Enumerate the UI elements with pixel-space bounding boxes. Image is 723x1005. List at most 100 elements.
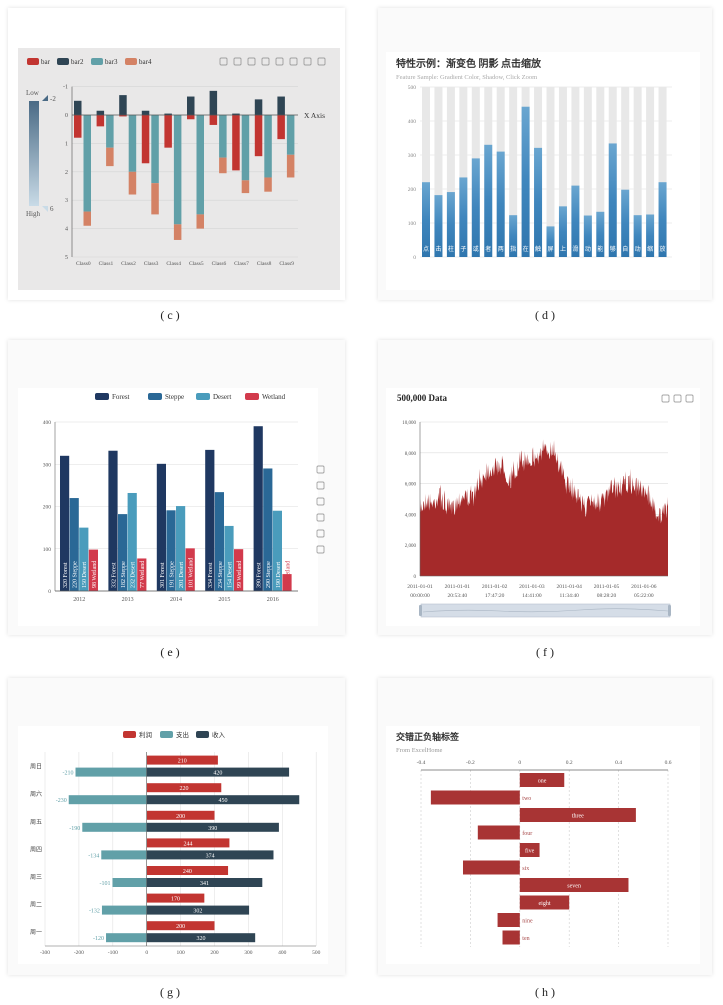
- legend-swatch-bar4[interactable]: [125, 58, 137, 65]
- bar-bar2[interactable]: [209, 90, 218, 115]
- datazoom-handle-left[interactable]: [419, 605, 422, 616]
- bar-利润[interactable]: [146, 838, 230, 848]
- bar-bar4[interactable]: [151, 183, 159, 215]
- bar-bar3[interactable]: [241, 115, 250, 181]
- legend-swatch-Wetland[interactable]: [245, 393, 259, 400]
- bar-bar2[interactable]: [141, 110, 150, 115]
- bar-Forest[interactable]: [108, 450, 118, 591]
- bar-bar4[interactable]: [128, 171, 137, 195]
- bar-bar2[interactable]: [119, 95, 127, 115]
- bar-Forest[interactable]: [156, 463, 166, 591]
- bar[interactable]: [430, 790, 520, 805]
- bar-Wetland[interactable]: [137, 558, 147, 591]
- bar-bar4[interactable]: [241, 180, 250, 194]
- bar-收入[interactable]: [146, 905, 250, 915]
- legend-swatch-bar[interactable]: [27, 58, 39, 65]
- legend-swatch-Desert[interactable]: [196, 393, 210, 400]
- bar-bar3[interactable]: [106, 115, 114, 148]
- bar-bar4[interactable]: [173, 224, 182, 240]
- bar-bar4[interactable]: [286, 154, 295, 178]
- bar-收入[interactable]: [146, 878, 263, 887]
- bar-Desert[interactable]: [79, 527, 89, 591]
- bar-Wetland[interactable]: [88, 549, 98, 591]
- bar[interactable]: [571, 185, 580, 257]
- bar-利润[interactable]: [146, 921, 215, 931]
- magic-type-icon[interactable]: [303, 57, 312, 66]
- bar[interactable]: [519, 773, 565, 787]
- bar[interactable]: [519, 843, 540, 857]
- clear-selection-icon[interactable]: [289, 57, 298, 66]
- polygon-select-icon[interactable]: [261, 57, 270, 66]
- zoom-icon[interactable]: [661, 394, 670, 403]
- bar-bar[interactable]: [74, 115, 82, 138]
- bar-bar2[interactable]: [74, 100, 82, 115]
- bar-bar3[interactable]: [151, 115, 159, 184]
- bar[interactable]: [583, 215, 592, 257]
- bar-利润[interactable]: [146, 783, 222, 793]
- bar-bar3[interactable]: [83, 115, 92, 212]
- visual-map-handle-top[interactable]: [42, 95, 48, 101]
- bar[interactable]: [621, 189, 630, 257]
- bar[interactable]: [459, 177, 468, 257]
- bar-bar2[interactable]: [254, 99, 263, 115]
- bar-Steppe[interactable]: [69, 498, 79, 591]
- bar[interactable]: [434, 195, 443, 257]
- bar[interactable]: [422, 182, 430, 257]
- bar[interactable]: [658, 182, 667, 257]
- bar-支出[interactable]: [101, 905, 147, 915]
- stack-icon[interactable]: [316, 513, 325, 522]
- bar-收入[interactable]: [146, 795, 300, 805]
- keep-selection-icon[interactable]: [275, 57, 284, 66]
- bar-bar[interactable]: [164, 115, 172, 148]
- bar-chart-icon[interactable]: [316, 497, 325, 506]
- restore-icon[interactable]: [316, 529, 325, 538]
- bar-收入[interactable]: [146, 850, 274, 860]
- bar-Desert[interactable]: [127, 492, 137, 591]
- legend-swatch-bar2[interactable]: [57, 58, 69, 65]
- download-icon[interactable]: [685, 394, 694, 403]
- bar-Steppe[interactable]: [166, 510, 176, 591]
- bar[interactable]: [608, 143, 617, 257]
- bar-bar[interactable]: [254, 115, 263, 157]
- bar-bar3[interactable]: [128, 115, 137, 172]
- bar[interactable]: [633, 215, 642, 257]
- bar[interactable]: [519, 878, 629, 892]
- bar-利润[interactable]: [146, 893, 205, 903]
- bar-bar3[interactable]: [196, 115, 205, 215]
- bar-支出[interactable]: [106, 933, 147, 943]
- visual-map-bar[interactable]: [29, 101, 39, 206]
- bar-Steppe[interactable]: [118, 514, 128, 591]
- bar-Wetland[interactable]: [234, 549, 244, 591]
- bar-bar2[interactable]: [187, 96, 195, 115]
- bar-Forest[interactable]: [205, 449, 215, 591]
- legend-swatch-支出[interactable]: [160, 731, 173, 738]
- bar[interactable]: [558, 206, 567, 257]
- bar-bar2[interactable]: [164, 113, 172, 115]
- legend-swatch-利润[interactable]: [123, 731, 136, 738]
- bar[interactable]: [509, 215, 518, 257]
- data-view-icon[interactable]: [316, 465, 325, 474]
- bar[interactable]: [462, 860, 520, 875]
- bar[interactable]: [596, 211, 605, 257]
- bar-bar3[interactable]: [219, 115, 227, 158]
- bar-bar4[interactable]: [264, 177, 272, 192]
- bar-支出[interactable]: [68, 795, 147, 805]
- bar-利润[interactable]: [146, 755, 218, 765]
- bar-bar[interactable]: [141, 115, 150, 164]
- bar-bar2[interactable]: [96, 110, 105, 115]
- bar-bar3[interactable]: [264, 115, 272, 178]
- bar[interactable]: [502, 930, 520, 945]
- bar-Wetland[interactable]: [282, 574, 292, 591]
- bar-bar[interactable]: [277, 115, 285, 140]
- bar-支出[interactable]: [82, 822, 147, 832]
- bar-利润[interactable]: [146, 810, 215, 820]
- bar[interactable]: [534, 147, 543, 257]
- bar-bar3[interactable]: [173, 115, 182, 225]
- bar-bar[interactable]: [232, 115, 240, 171]
- rect-select-icon[interactable]: [247, 57, 256, 66]
- bar-Steppe[interactable]: [214, 492, 224, 591]
- bar-收入[interactable]: [146, 933, 256, 943]
- bar-bar[interactable]: [209, 115, 218, 125]
- bar-Desert[interactable]: [176, 506, 186, 591]
- bar-收入[interactable]: [146, 822, 279, 832]
